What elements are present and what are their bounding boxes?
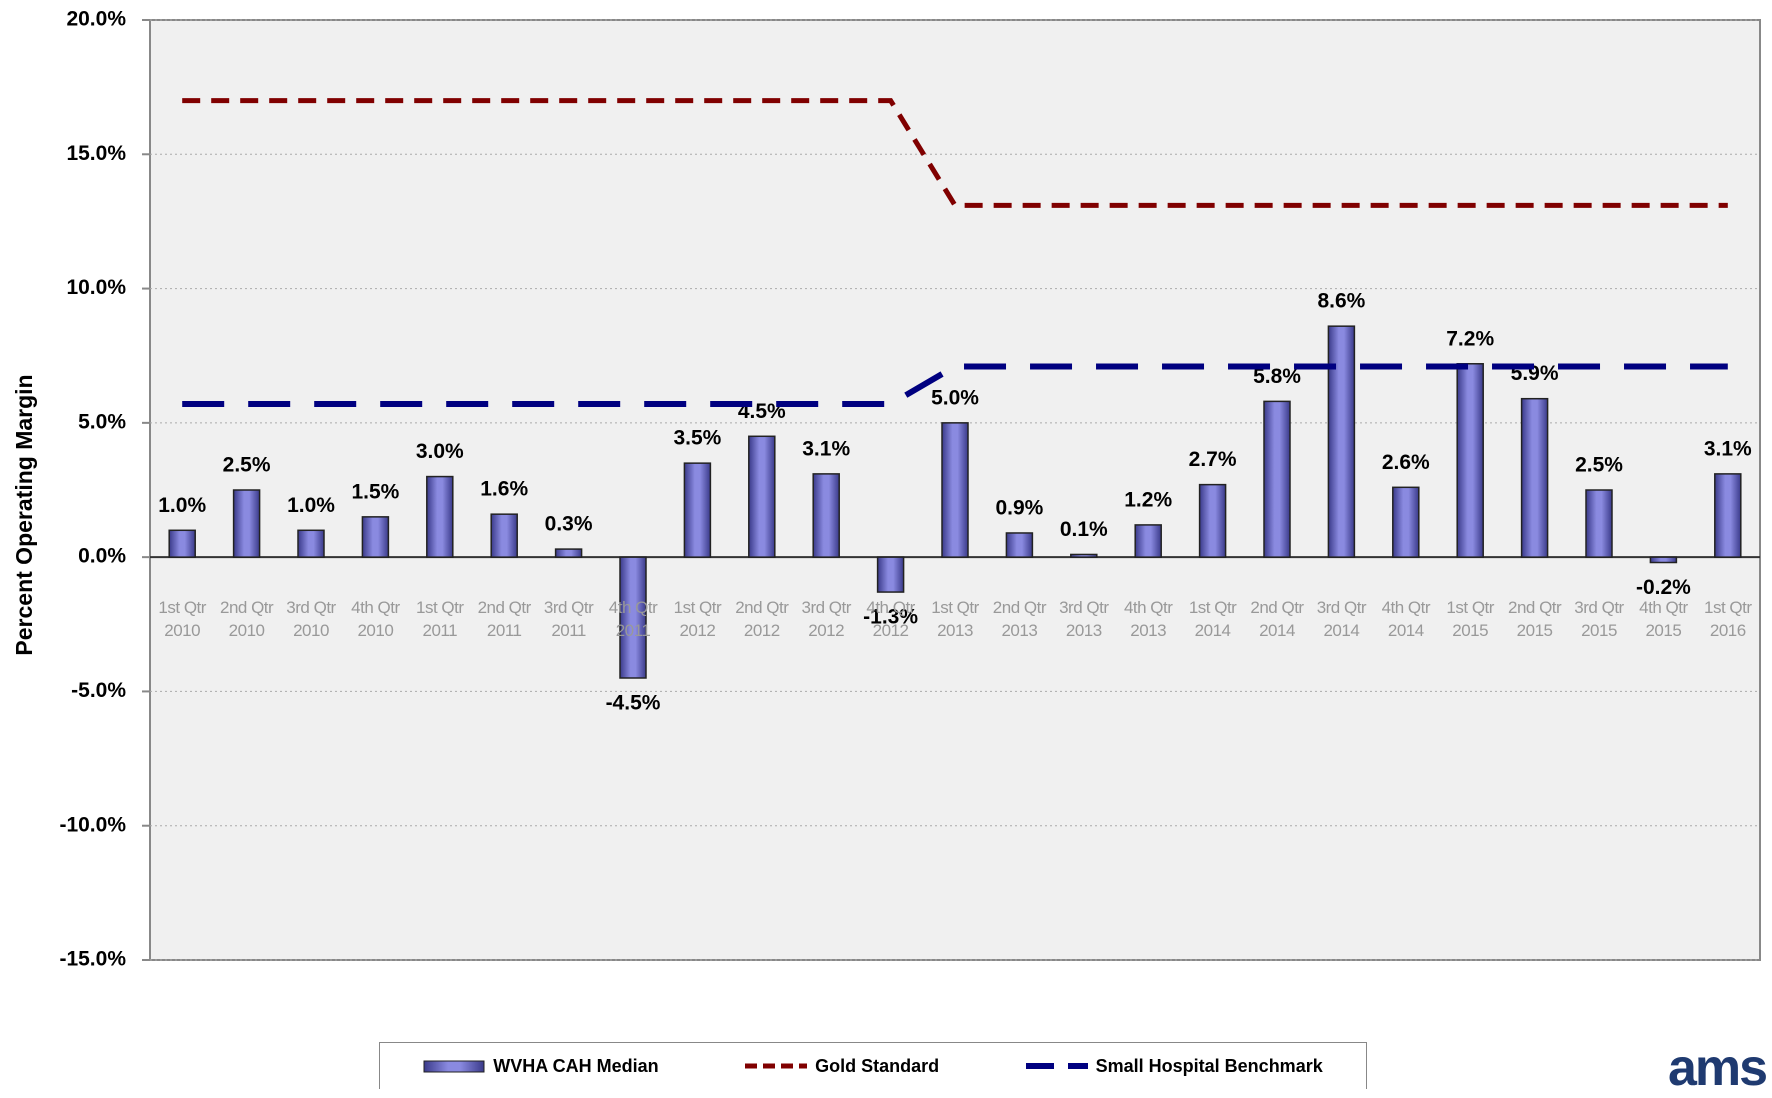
bar: [490, 513, 518, 558]
bar: [1520, 397, 1549, 558]
y-tick-label: -10.0%: [59, 813, 126, 836]
x-tick-label: 3rd Qtr 2010: [286, 598, 336, 641]
x-tick-label: 3rd Qtr 2011: [543, 598, 594, 641]
data-label: 1.5%: [351, 480, 399, 503]
bar: [1263, 400, 1291, 558]
legend-swatch: [1025, 1063, 1088, 1069]
x-tick-label: 1st Qtr 2010: [158, 598, 206, 641]
data-label: 1.6%: [480, 478, 528, 501]
x-tick-label: 3rd Qtr 2014: [1316, 598, 1367, 641]
bar: [232, 489, 261, 558]
data-label: 5.0%: [931, 386, 979, 409]
bar: [426, 475, 454, 558]
data-label: -4.5%: [606, 692, 661, 715]
x-tick-label: 2nd Qtr 2015: [1507, 598, 1562, 641]
data-label: 3.0%: [416, 440, 464, 463]
legend-item: Small Hospital Benchmark: [1025, 1055, 1323, 1077]
x-tick-label: 2nd Qtr 2014: [1250, 598, 1304, 641]
bar: [361, 516, 390, 558]
data-label: -0.2%: [1636, 576, 1691, 599]
data-label: 2.5%: [223, 454, 271, 477]
x-tick-label: 1st Qtr 2013: [931, 598, 979, 641]
bar: [1392, 486, 1420, 558]
bar: [297, 529, 325, 558]
data-label: 2.5%: [1575, 454, 1623, 477]
bar: [1649, 556, 1678, 564]
data-label: 7.2%: [1446, 327, 1494, 350]
bar: [1456, 363, 1484, 558]
legend: WVHA CAH Median Gold Standard Small Hospit…: [379, 1042, 1367, 1089]
x-tick-label: 4th Qtr 2015: [1639, 598, 1688, 641]
legend-swatch: [423, 1060, 485, 1073]
legend-item: WVHA CAH Median: [423, 1055, 659, 1077]
bar: [1134, 524, 1162, 558]
x-tick-label: 1st Qtr 2014: [1188, 598, 1237, 641]
x-tick-label: 1st Qtr 2016: [1704, 598, 1752, 641]
data-label: -1.3%: [863, 606, 918, 629]
legend-swatch: [745, 1063, 808, 1069]
bar: [941, 422, 969, 558]
y-tick-label: -15.0%: [59, 948, 126, 971]
bar: [1585, 489, 1613, 558]
bar: [1070, 553, 1098, 558]
bar: [876, 556, 905, 593]
data-label: 3.5%: [673, 427, 721, 450]
bar: [1714, 473, 1742, 558]
data-label: 0.3%: [545, 513, 593, 536]
line-series: [182, 98, 1728, 208]
data-label: 2.6%: [1382, 451, 1430, 474]
data-label: 3.1%: [802, 437, 850, 460]
bar: [1198, 483, 1227, 558]
y-tick-label: 10.0%: [66, 276, 126, 299]
bar: [683, 462, 712, 558]
x-tick-label: 4th Qtr 2010: [351, 598, 400, 641]
bar: [554, 548, 583, 558]
data-label: 0.1%: [1060, 518, 1108, 541]
legend-swatch-bar: [423, 1060, 485, 1073]
x-tick-label: 1st Qtr 2011: [416, 598, 464, 641]
legend-label: Gold Standard: [815, 1055, 940, 1076]
x-tick-label: 2nd Qtr 2011: [477, 598, 532, 641]
bar: [168, 529, 196, 558]
data-label: 5.8%: [1253, 365, 1301, 388]
x-tick-label: 1st Qtr 2015: [1446, 598, 1494, 641]
bar: [1327, 325, 1356, 558]
x-tick-label: 4th Qtr 2012: [866, 598, 915, 641]
y-tick-label: 20.0%: [66, 8, 126, 31]
x-tick-label: 3rd Qtr 2012: [801, 598, 851, 641]
x-tick-label: 3rd Qtr 2015: [1574, 598, 1624, 641]
y-tick-label: 0.0%: [78, 545, 126, 568]
x-tick-label: 1st Qtr 2012: [673, 598, 722, 641]
legend-label: Small Hospital Benchmark: [1095, 1055, 1323, 1076]
x-tick-label: 3rd Qtr 2013: [1059, 598, 1109, 641]
x-tick-label: 2nd Qtr 2010: [219, 598, 274, 641]
x-tick-label: 2nd Qtr 2012: [735, 598, 789, 641]
y-axis-title: Percent Operating Margin: [11, 374, 37, 655]
data-label: 1.0%: [158, 494, 206, 517]
data-label: 8.6%: [1317, 290, 1365, 313]
data-label: 1.2%: [1124, 488, 1172, 511]
bar: [1005, 532, 1034, 558]
y-tick-label: 15.0%: [66, 142, 126, 165]
bar: [748, 435, 776, 558]
x-tick-label: 2nd Qtr 2013: [992, 598, 1047, 641]
bar: [619, 556, 647, 679]
legend-label: WVHA CAH Median: [493, 1055, 659, 1076]
logo: ams: [1668, 1039, 1768, 1097]
x-tick-label: 4th Qtr 2014: [1381, 598, 1431, 641]
y-tick-label: -5.0%: [71, 679, 126, 702]
x-tick-label: 4th Qtr 2011: [608, 598, 658, 641]
y-tick-label: 5.0%: [78, 410, 126, 433]
x-tick-label: 4th Qtr 2013: [1123, 598, 1173, 641]
legend-item: Gold Standard: [745, 1056, 939, 1077]
data-label: 1.0%: [287, 494, 335, 517]
data-label: 0.9%: [995, 497, 1043, 520]
bar: [812, 473, 840, 558]
data-label: 3.1%: [1704, 437, 1752, 460]
data-label: 2.7%: [1189, 448, 1237, 471]
